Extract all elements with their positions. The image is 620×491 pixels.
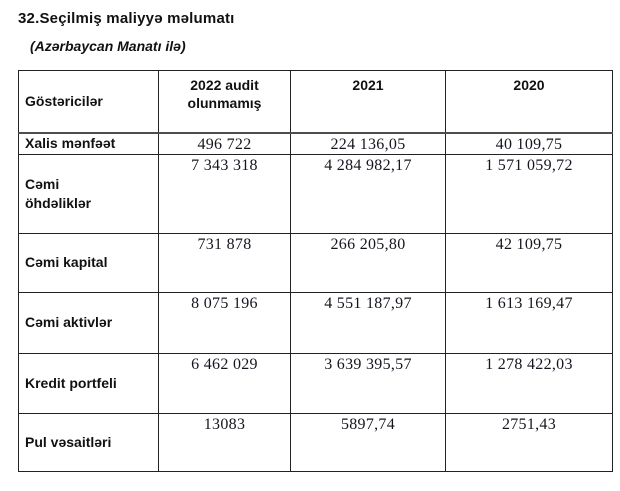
row-label: Kredit portfeli xyxy=(18,352,159,414)
table-row: Cəmi kapital 731 878 266 205,80 42 109,75 xyxy=(18,232,613,293)
value-cell: 266 205,80 xyxy=(290,232,446,293)
table-header-row: Göstəricilər 2022 audit olunmamış 2021 2020 xyxy=(18,70,613,134)
value-cell: 1 613 169,47 xyxy=(445,291,613,354)
value-cell: 224 136,05 xyxy=(290,132,446,155)
value-cell: 496 722 xyxy=(158,132,291,155)
row-label: Xalis mənfəət xyxy=(18,132,159,155)
table-row: Cəmi öhdəliklər 7 343 318 4 284 982,17 1 57… xyxy=(18,153,613,234)
row-label: Pul vəsaitləri xyxy=(18,412,159,472)
row-label: Cəmi aktivlər xyxy=(18,291,159,354)
value-cell: 7 343 318 xyxy=(158,153,291,234)
row-label: Cəmi öhdəliklər xyxy=(18,153,159,234)
value-cell: 5897,74 xyxy=(290,412,446,472)
column-header-2021: 2021 xyxy=(290,70,446,134)
document-page: 32.Seçilmiş maliyyə məlumatı (Azərbaycan… xyxy=(18,10,613,472)
table-row: Kredit portfeli 6 462 029 3 639 395,57 1 27… xyxy=(18,352,613,414)
financial-table: Göstəricilər 2022 audit olunmamış 2021 2020… xyxy=(18,70,613,472)
row-label: Cəmi kapital xyxy=(18,232,159,293)
value-cell: 2751,43 xyxy=(445,412,613,472)
value-cell: 42 109,75 xyxy=(445,232,613,293)
value-cell: 4 551 187,97 xyxy=(290,291,446,354)
column-header-2022: 2022 audit olunmamış xyxy=(158,70,291,134)
table-row: Xalis mənfəət 496 722 224 136,05 40 109,75 xyxy=(18,132,613,155)
value-cell: 3 639 395,57 xyxy=(290,352,446,414)
currency-note: (Azərbaycan Manatı ilə) xyxy=(30,38,186,54)
value-cell: 8 075 196 xyxy=(158,291,291,354)
table-row: Pul vəsaitləri 13083 5897,74 2751,43 xyxy=(18,412,613,472)
value-cell: 4 284 982,17 xyxy=(290,153,446,234)
column-header-indicators: Göstəricilər xyxy=(18,70,159,134)
value-cell: 731 878 xyxy=(158,232,291,293)
value-cell: 1 571 059,72 xyxy=(445,153,613,234)
table-body: Xalis mənfəət 496 722 224 136,05 40 109,75 C… xyxy=(18,132,613,472)
value-cell: 13083 xyxy=(158,412,291,472)
column-header-2020: 2020 xyxy=(445,70,613,134)
table-row: Cəmi aktivlər 8 075 196 4 551 187,97 1 613 … xyxy=(18,291,613,354)
value-cell: 6 462 029 xyxy=(158,352,291,414)
value-cell: 1 278 422,03 xyxy=(445,352,613,414)
value-cell: 40 109,75 xyxy=(445,132,613,155)
section-title: 32.Seçilmiş maliyyə məlumatı xyxy=(18,10,235,27)
